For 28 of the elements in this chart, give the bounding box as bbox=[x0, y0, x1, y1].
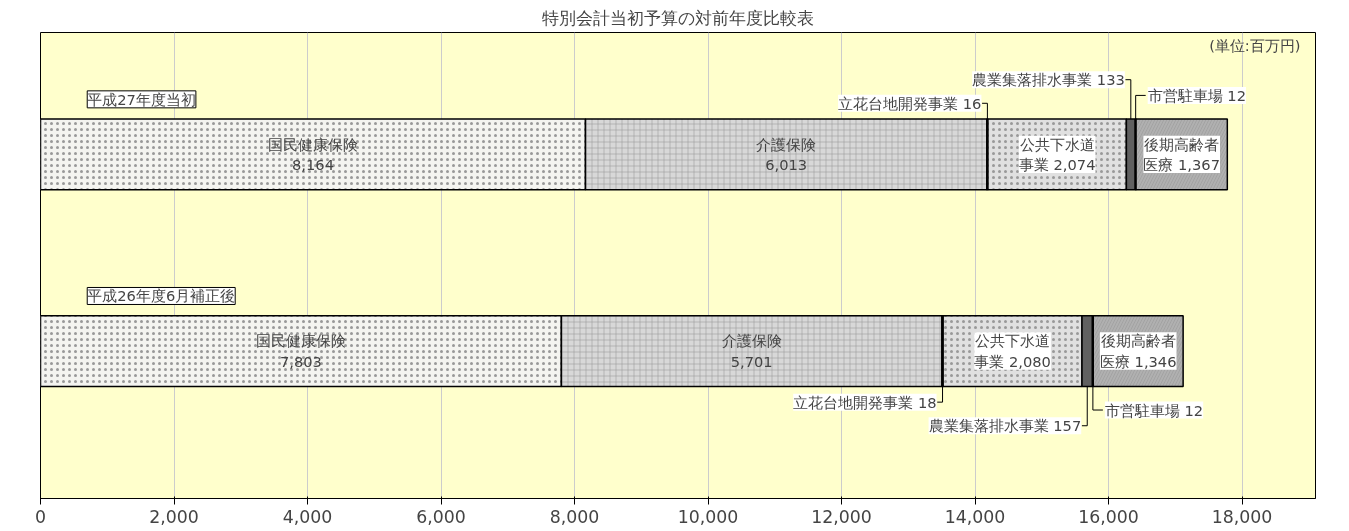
x-tick-label: 16,000 bbox=[1078, 506, 1139, 527]
data-label: 公共下水道事業 2,074 bbox=[1018, 135, 1096, 174]
x-tick-label: 18,000 bbox=[1211, 506, 1273, 527]
x-tick-label: 0 bbox=[34, 506, 47, 527]
x-tick-label: 4,000 bbox=[282, 506, 333, 527]
chart-title: 特別会計当初予算の対前年度比較表 bbox=[542, 7, 814, 28]
x-tick-label: 2,000 bbox=[149, 506, 199, 527]
data-label: 立花台地開発事業 18 bbox=[793, 393, 937, 411]
data-label: 市営駐車場 12 bbox=[1147, 86, 1246, 104]
data-label: 介護保険 5,701 bbox=[721, 332, 782, 370]
data-label: 市営駐車場 12 bbox=[1104, 401, 1204, 419]
x-tick-label: 8,000 bbox=[549, 506, 600, 527]
data-label: 農業集落排水事業 133 bbox=[972, 71, 1125, 89]
y-tick-label: 平成27年度当初 bbox=[87, 90, 196, 108]
data-label: 国民健康保険 7,803 bbox=[255, 332, 346, 370]
data-label: 後期高齢者医療 1,367 bbox=[1143, 135, 1221, 174]
data-label: 後期高齢者医療 1,346 bbox=[1099, 332, 1177, 370]
data-label: 農業集落排水事業 157 bbox=[928, 417, 1082, 435]
x-tick-label: 12,000 bbox=[811, 506, 872, 527]
y-tick-label: 平成26年度6月補正後 bbox=[87, 287, 236, 305]
x-tick-label: 10,000 bbox=[677, 506, 739, 527]
data-label: 立花台地開発事業 16 bbox=[838, 94, 982, 112]
annotation: (単位:百万円) bbox=[1209, 36, 1301, 54]
data-label: 介護保険 6,013 bbox=[756, 135, 817, 174]
data-label: 国民健康保険 8,164 bbox=[267, 135, 358, 174]
x-tick-label: 14,000 bbox=[944, 506, 1006, 527]
x-tick-label: 6,000 bbox=[416, 506, 466, 527]
data-label: 公共下水道事業 2,080 bbox=[974, 332, 1051, 370]
